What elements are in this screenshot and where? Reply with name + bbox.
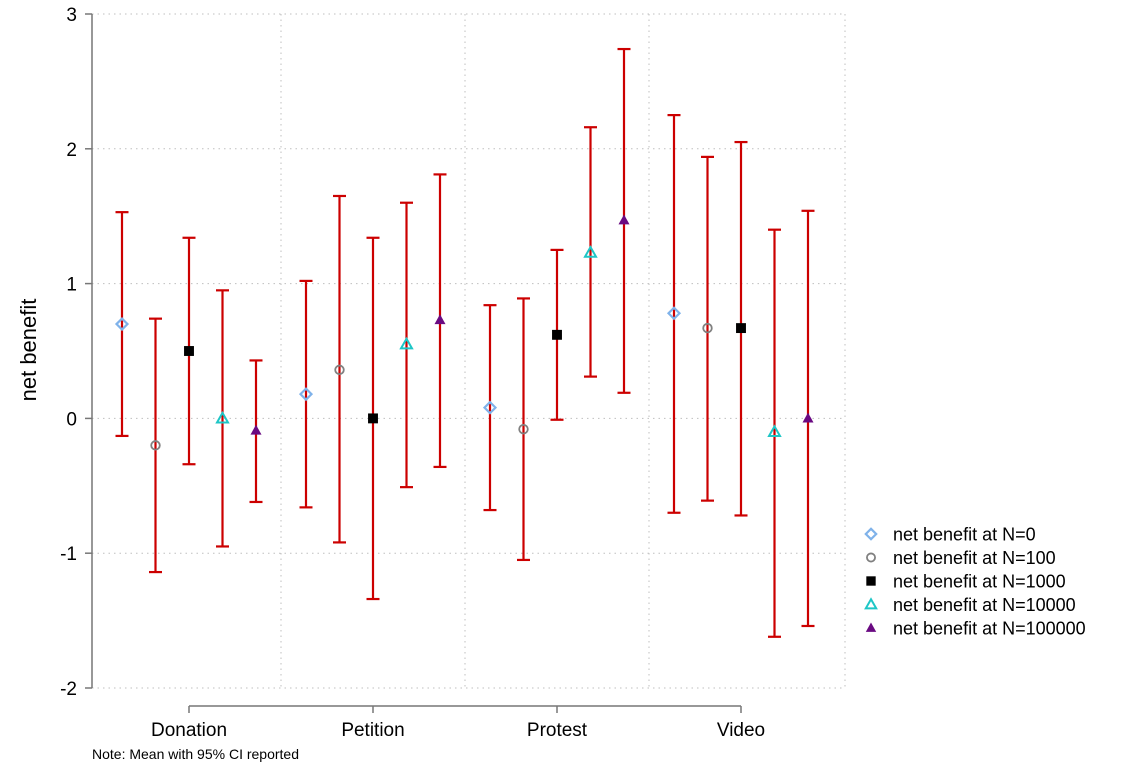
y-tick-label: -2 [60, 679, 77, 700]
x-tick-label: Protest [527, 720, 588, 741]
data-point [583, 245, 598, 258]
y-tick-label: -1 [60, 544, 77, 565]
data-point [368, 413, 378, 424]
legend-marker [864, 527, 878, 541]
data-points [114, 214, 814, 451]
x-tick-label: Video [717, 720, 765, 741]
data-point [482, 400, 498, 415]
data-point [114, 316, 130, 332]
legend-marker [866, 576, 876, 586]
data-point [250, 424, 262, 435]
legend-label: net benefit at N=100000 [893, 619, 1086, 639]
legend-label: net benefit at N=1000 [893, 572, 1066, 592]
y-tick-label: 1 [66, 275, 77, 296]
data-point [802, 412, 814, 423]
error-bars [115, 47, 815, 638]
data-point [399, 336, 414, 350]
grid-lines [92, 13, 846, 689]
legend-label: net benefit at N=0 [893, 525, 1036, 545]
legend-marker [865, 622, 877, 632]
y-tick-label: 2 [66, 140, 77, 161]
x-tick-label: Donation [151, 720, 227, 741]
legend-label: net benefit at N=10000 [893, 595, 1076, 615]
data-point [552, 329, 562, 340]
legend: net benefit at N=0 net benefit at N=100 ne… [864, 525, 1086, 639]
legend-label: net benefit at N=100 [893, 548, 1056, 568]
data-point [334, 364, 345, 376]
legend-marker [866, 552, 876, 563]
y-tick-label: 0 [66, 409, 77, 430]
data-point [618, 214, 630, 225]
axes: -2 -1 0 1 2 3 Donation Petition Protest Video [60, 5, 765, 741]
data-point [767, 424, 782, 438]
data-point [215, 410, 230, 424]
data-point [150, 440, 161, 451]
data-point [702, 322, 713, 334]
x-tick-label: Petition [341, 720, 404, 741]
data-point [298, 387, 314, 402]
data-point [434, 314, 446, 325]
data-point [184, 346, 194, 356]
y-axis-label: net benefit [16, 299, 41, 402]
legend-marker [864, 597, 878, 610]
data-point [518, 423, 529, 435]
y-tick-label: 3 [66, 5, 77, 26]
chart-note: Note: Mean with 95% CI reported [92, 746, 299, 762]
data-point [736, 323, 746, 334]
data-point [666, 306, 682, 321]
